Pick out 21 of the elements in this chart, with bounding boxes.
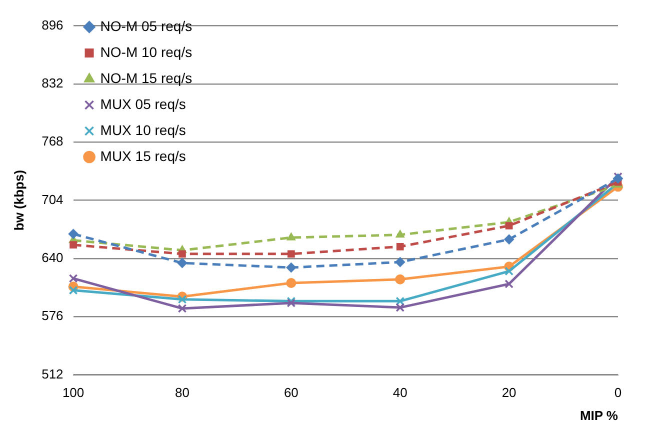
x-axis-title: MIP %: [580, 408, 618, 423]
y-tick-label: 576: [42, 308, 64, 324]
y-axis-title: bw (kbps): [11, 170, 26, 231]
legend-label: MUX 15 req/s: [100, 148, 186, 164]
y-tick-label: 512: [42, 366, 64, 382]
x-tick-label: 20: [502, 385, 516, 400]
y-tick-label: 768: [42, 134, 64, 149]
y-tick-label: 640: [42, 250, 64, 266]
x-tick-label: 100: [62, 385, 84, 400]
legend-label: NO-M 10 req/s: [100, 44, 192, 60]
legend-label: NO-M 05 req/s: [100, 18, 192, 34]
x-tick-label: 40: [392, 385, 408, 400]
legend-label: MUX 10 req/s: [100, 122, 186, 138]
y-tick-label: 832: [42, 76, 64, 91]
y-tick-label: 704: [42, 192, 64, 207]
x-tick-label: 0: [614, 385, 622, 400]
x-tick-label: 60: [284, 385, 298, 400]
legend-label: NO-M 15 req/s: [100, 70, 192, 86]
x-tick-label: 80: [175, 385, 190, 400]
legend-label: MUX 05 req/s: [100, 96, 186, 112]
y-tick-label: 896: [42, 17, 64, 32]
